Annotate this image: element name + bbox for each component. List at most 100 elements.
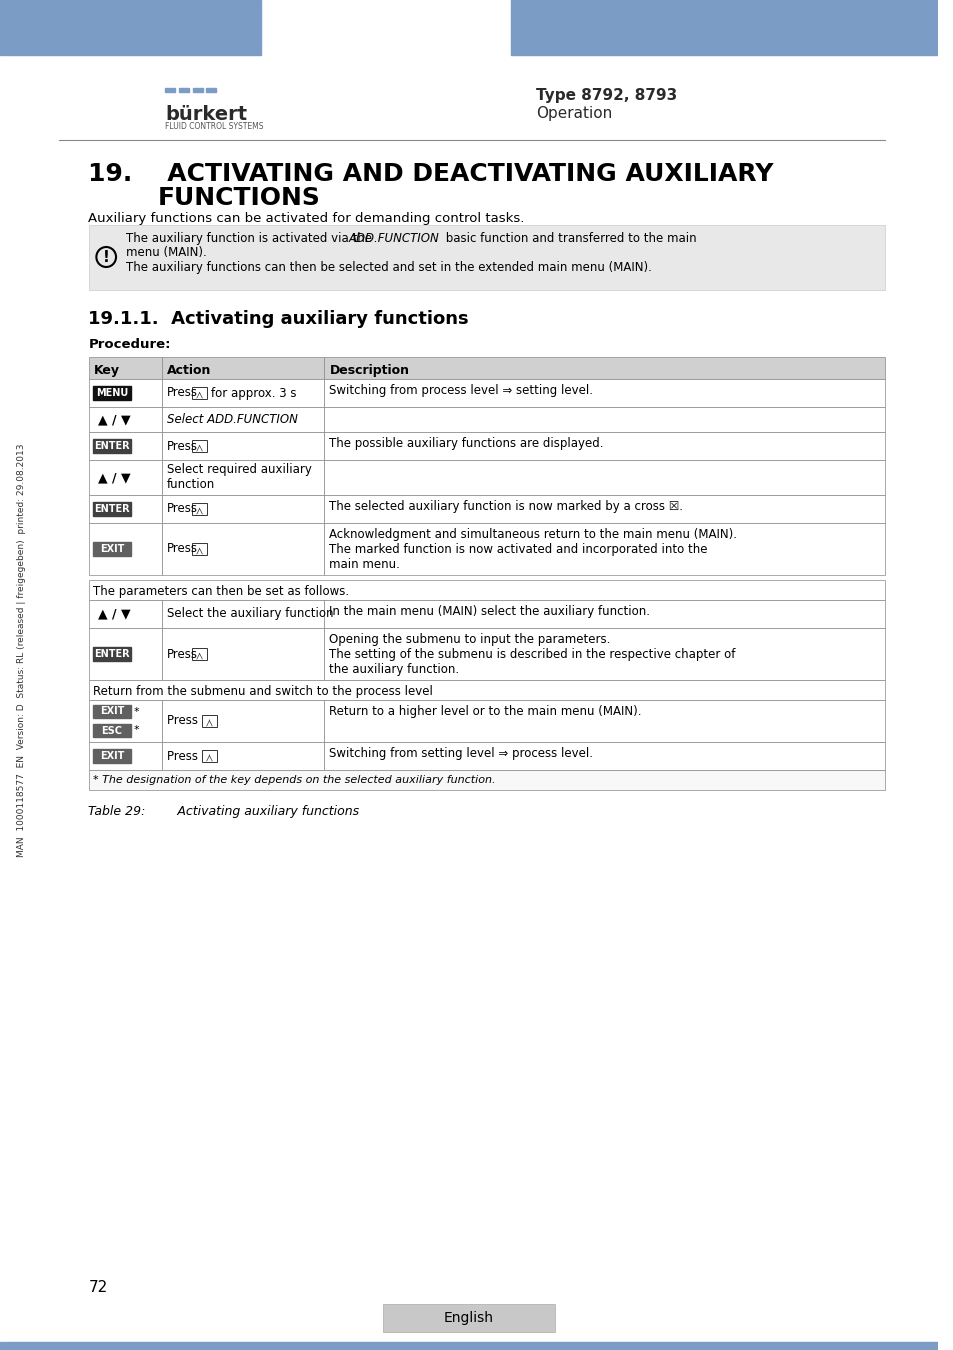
- Bar: [162, 743, 324, 770]
- Text: ▲ / ▼: ▲ / ▼: [98, 471, 131, 485]
- Bar: [324, 495, 884, 522]
- Text: 19.1.1.  Activating auxiliary functions: 19.1.1. Activating auxiliary functions: [89, 310, 469, 328]
- Text: !: !: [103, 250, 110, 265]
- Bar: [93, 724, 131, 737]
- Bar: [89, 628, 162, 680]
- Text: for approx. 3 s: for approx. 3 s: [212, 386, 296, 400]
- Text: bürkert: bürkert: [165, 105, 247, 124]
- Text: EXIT: EXIT: [100, 751, 124, 761]
- Bar: [89, 769, 884, 790]
- Text: FUNCTIONS: FUNCTIONS: [157, 186, 320, 211]
- Text: Select required auxiliary
function: Select required auxiliary function: [167, 463, 312, 491]
- Text: Return to a higher level or to the main menu (MAIN).: Return to a higher level or to the main …: [329, 705, 641, 718]
- Bar: [324, 522, 884, 575]
- Text: The parameters can then be set as follows.: The parameters can then be set as follow…: [93, 585, 349, 598]
- Bar: [192, 543, 207, 555]
- Text: EXIT: EXIT: [100, 706, 124, 717]
- Bar: [192, 648, 207, 660]
- Bar: [162, 460, 324, 495]
- Text: Switching from process level ⇒ setting level.: Switching from process level ⇒ setting l…: [329, 383, 593, 397]
- Text: *: *: [133, 725, 139, 736]
- Bar: [162, 432, 324, 460]
- Bar: [93, 705, 131, 718]
- Bar: [162, 406, 324, 432]
- Text: Opening the submenu to input the parameters.
The setting of the submenu is descr: Opening the submenu to input the paramet…: [329, 633, 735, 676]
- Text: Operation: Operation: [536, 107, 612, 122]
- Text: Press: Press: [167, 386, 198, 400]
- Bar: [324, 599, 884, 628]
- Text: ENTER: ENTER: [94, 504, 130, 514]
- Text: basic function and transferred to the main: basic function and transferred to the ma…: [442, 232, 697, 244]
- Bar: [324, 406, 884, 432]
- Text: Switching from setting level ⇒ process level.: Switching from setting level ⇒ process l…: [329, 747, 593, 760]
- Bar: [89, 432, 162, 460]
- Bar: [93, 541, 131, 556]
- Bar: [192, 440, 207, 452]
- Bar: [511, 0, 937, 55]
- Bar: [89, 701, 162, 742]
- Text: * The designation of the key depends on the selected auxiliary function.: * The designation of the key depends on …: [93, 775, 496, 784]
- Text: menu (MAIN).: menu (MAIN).: [126, 246, 207, 259]
- Text: ENTER: ENTER: [94, 649, 130, 659]
- Bar: [93, 749, 131, 763]
- Text: Procedure:: Procedure:: [89, 338, 171, 351]
- Bar: [89, 379, 162, 406]
- Text: ▲ / ▼: ▲ / ▼: [98, 608, 131, 621]
- Bar: [324, 460, 884, 495]
- Bar: [192, 504, 207, 514]
- Bar: [89, 406, 162, 432]
- Text: Key: Key: [93, 364, 119, 377]
- Text: English: English: [443, 1311, 494, 1324]
- Text: Acknowledgment and simultaneous return to the main menu (MAIN).
The marked funct: Acknowledgment and simultaneous return t…: [329, 528, 737, 571]
- Bar: [165, 88, 174, 92]
- Bar: [89, 225, 884, 290]
- Bar: [93, 386, 131, 400]
- Text: EXIT: EXIT: [100, 544, 124, 554]
- Bar: [162, 356, 324, 379]
- Bar: [89, 356, 162, 379]
- Bar: [324, 743, 884, 770]
- Text: Return from the submenu and switch to the process level: Return from the submenu and switch to th…: [93, 684, 433, 698]
- Text: In the main menu (MAIN) select the auxiliary function.: In the main menu (MAIN) select the auxil…: [329, 605, 650, 618]
- Bar: [192, 387, 207, 400]
- Bar: [324, 701, 884, 742]
- Bar: [383, 1304, 554, 1332]
- Text: Auxiliary functions can be activated for demanding control tasks.: Auxiliary functions can be activated for…: [89, 212, 524, 225]
- Text: Press: Press: [167, 502, 198, 516]
- Text: MAN  1000118577  EN  Version: D  Status: RL (released | freigegeben)  printed: 2: MAN 1000118577 EN Version: D Status: RL …: [17, 443, 26, 857]
- Text: Press: Press: [167, 749, 206, 763]
- Bar: [89, 460, 162, 495]
- Bar: [162, 522, 324, 575]
- Text: The auxiliary functions can then be selected and set in the extended main menu (: The auxiliary functions can then be sele…: [126, 261, 651, 274]
- Text: ESC: ESC: [101, 725, 123, 736]
- Bar: [162, 628, 324, 680]
- Text: The selected auxiliary function is now marked by a cross ☒.: The selected auxiliary function is now m…: [329, 500, 682, 513]
- Bar: [93, 502, 131, 516]
- Bar: [206, 88, 216, 92]
- Text: ENTER: ENTER: [94, 441, 130, 451]
- Text: ▲ / ▼: ▲ / ▼: [98, 413, 131, 427]
- Bar: [193, 88, 202, 92]
- Bar: [93, 439, 131, 454]
- Text: Press: Press: [167, 440, 198, 452]
- Bar: [89, 580, 884, 599]
- Text: Press: Press: [167, 714, 206, 728]
- Bar: [201, 716, 217, 728]
- Bar: [162, 379, 324, 406]
- Text: The possible auxiliary functions are displayed.: The possible auxiliary functions are dis…: [329, 437, 603, 450]
- Text: Press: Press: [167, 648, 198, 660]
- Bar: [201, 751, 217, 761]
- Text: Description: Description: [329, 364, 409, 377]
- Bar: [89, 522, 162, 575]
- Text: ADD.FUNCTION: ADD.FUNCTION: [349, 232, 439, 244]
- Bar: [179, 88, 189, 92]
- Text: Press: Press: [167, 543, 198, 555]
- Text: Action: Action: [167, 364, 212, 377]
- Bar: [93, 647, 131, 662]
- Bar: [324, 379, 884, 406]
- Bar: [324, 356, 884, 379]
- Text: Table 29:        Activating auxiliary functions: Table 29: Activating auxiliary functions: [89, 805, 359, 818]
- Bar: [89, 599, 162, 628]
- Text: *: *: [133, 706, 139, 717]
- Text: Type 8792, 8793: Type 8792, 8793: [536, 88, 677, 103]
